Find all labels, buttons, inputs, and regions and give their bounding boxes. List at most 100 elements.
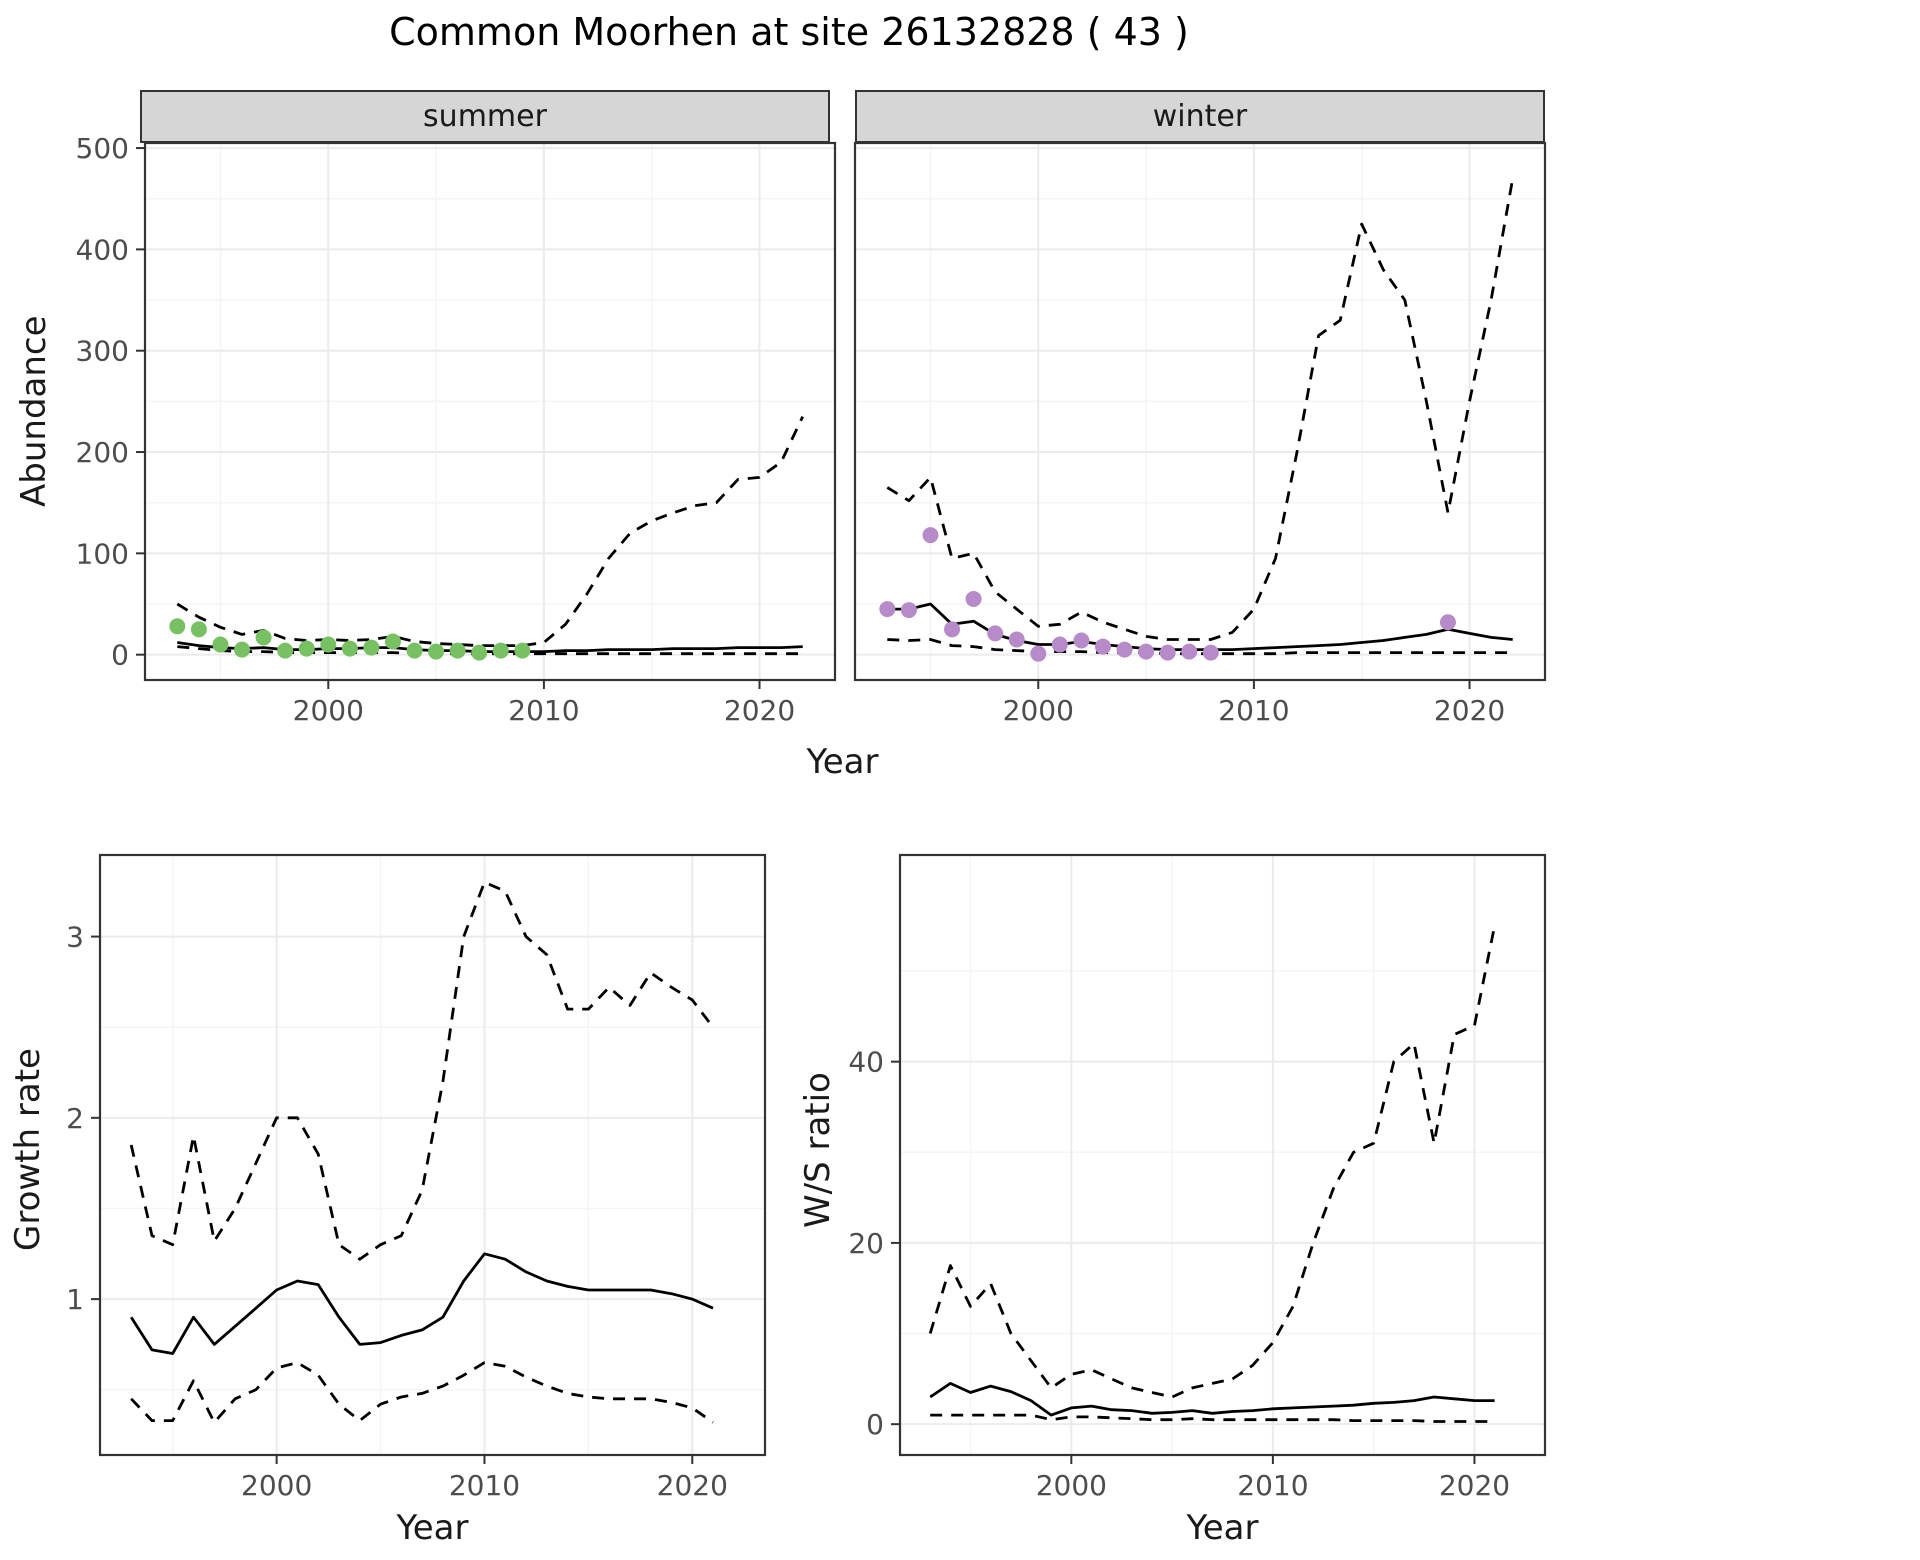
- series-median: [130, 1252, 714, 1355]
- svg-text:2010: 2010: [1218, 694, 1289, 727]
- panel-border: [853, 141, 1547, 682]
- data-point: [255, 629, 272, 646]
- data-point: [1181, 643, 1198, 660]
- series-lower-ci: [887, 638, 1513, 656]
- data-point: [879, 601, 896, 618]
- series-upper-ci: [928, 925, 1496, 1399]
- svg-text:2000: 2000: [1036, 1469, 1107, 1502]
- data-point: [1073, 632, 1090, 649]
- svg-text:300: 300: [76, 335, 129, 368]
- grid-minor: [100, 855, 765, 1455]
- svg-text:20: 20: [848, 1227, 884, 1260]
- grid-major: [900, 855, 1545, 1455]
- svg-text:2000: 2000: [293, 694, 364, 727]
- series-upper-ci: [129, 880, 715, 1261]
- svg-text:2010: 2010: [449, 1469, 520, 1502]
- data-point: [1202, 644, 1219, 661]
- svg-text:1: 1: [66, 1283, 84, 1316]
- data-point: [190, 621, 207, 638]
- series-lower-ci: [930, 1413, 1495, 1423]
- svg-text:2020: 2020: [1434, 694, 1505, 727]
- series-lower-ci: [130, 1361, 714, 1424]
- data-point: [384, 633, 401, 650]
- data-point: [234, 641, 251, 658]
- grid-major: [100, 855, 765, 1455]
- series-upper-ci: [176, 416, 804, 648]
- svg-text:2: 2: [66, 1102, 84, 1135]
- axis-ticks: 2000 2010 2020 1 2 3: [66, 921, 728, 1502]
- data-point: [492, 642, 509, 659]
- abundance-axis-label: Abundance: [14, 315, 54, 508]
- series-observed: [169, 618, 531, 661]
- data-point: [1138, 643, 1155, 660]
- grid-minor: [855, 143, 1545, 680]
- svg-text:2020: 2020: [657, 1469, 728, 1502]
- grid-minor: [900, 855, 1545, 1455]
- svg-text:2020: 2020: [724, 694, 795, 727]
- svg-text:2010: 2010: [508, 694, 579, 727]
- svg-text:40: 40: [848, 1046, 884, 1079]
- panel-background: [900, 855, 1545, 1455]
- svg-text:2020: 2020: [1439, 1469, 1510, 1502]
- top-year-axis-label: Year: [806, 742, 879, 782]
- summer-abundance-chart: 2000 2010 2020 0 100 200 300 400 500: [76, 132, 837, 727]
- facet-strip-summer: summer: [140, 90, 830, 143]
- data-point: [900, 602, 917, 619]
- panel-background: [100, 855, 765, 1455]
- data-point: [514, 642, 531, 659]
- data-point: [277, 642, 294, 659]
- series-median: [929, 1382, 1495, 1417]
- winter-abundance-chart: 2000 2010 2020: [853, 141, 1547, 727]
- data-point: [965, 590, 982, 607]
- growth-year-axis-label: Year: [396, 1508, 469, 1548]
- data-point: [944, 621, 961, 638]
- data-point: [363, 639, 380, 656]
- grid-minor: [145, 143, 835, 680]
- axis-ticks: 2000 2010 2020 0 100 200 300 400 500: [76, 132, 796, 727]
- data-point: [987, 625, 1004, 642]
- ws-ratio-axis-label: W/S ratio: [798, 1072, 838, 1228]
- data-point: [1116, 641, 1133, 658]
- axis-ticks: 2000 2010 2020 0 20 40: [848, 1046, 1510, 1502]
- svg-text:0: 0: [111, 639, 129, 672]
- data-point: [1051, 636, 1068, 653]
- svg-text:0: 0: [866, 1408, 884, 1441]
- panel-border: [98, 853, 767, 1457]
- facet-strip-winter: winter: [855, 90, 1545, 143]
- data-point: [320, 636, 337, 653]
- panel-border: [143, 141, 837, 682]
- data-point: [1094, 638, 1111, 655]
- svg-text:2000: 2000: [1003, 694, 1074, 727]
- svg-text:2000: 2000: [241, 1469, 312, 1502]
- data-point: [471, 644, 488, 661]
- data-point: [406, 642, 423, 659]
- panel-background: [855, 143, 1545, 680]
- data-point: [922, 527, 939, 544]
- svg-text:2010: 2010: [1237, 1469, 1308, 1502]
- series-upper-ci: [886, 178, 1515, 641]
- svg-text:500: 500: [76, 132, 129, 165]
- data-point: [449, 642, 466, 659]
- svg-text:100: 100: [76, 537, 129, 570]
- axis-ticks: 2000 2010 2020: [1003, 680, 1505, 727]
- svg-text:200: 200: [76, 436, 129, 469]
- data-point: [169, 618, 186, 635]
- data-point: [341, 640, 358, 657]
- data-point: [298, 640, 315, 657]
- data-point: [1030, 645, 1047, 662]
- growth-rate-chart: 2000 2010 2020 1 2 3: [66, 853, 767, 1502]
- figure-title: Common Moorhen at site 26132828 ( 43 ): [389, 10, 1189, 54]
- data-point: [1008, 631, 1025, 648]
- data-point: [428, 643, 445, 660]
- data-point: [1439, 614, 1456, 631]
- panel-background: [145, 143, 835, 680]
- panel-border: [898, 853, 1547, 1457]
- svg-text:3: 3: [66, 921, 84, 954]
- data-point: [1159, 644, 1176, 661]
- svg-text:400: 400: [76, 233, 129, 266]
- series-observed: [879, 527, 1456, 662]
- data-point: [212, 636, 229, 653]
- grid-major: [855, 143, 1545, 680]
- ws-ratio-chart: 2000 2010 2020 0 20 40: [848, 853, 1547, 1502]
